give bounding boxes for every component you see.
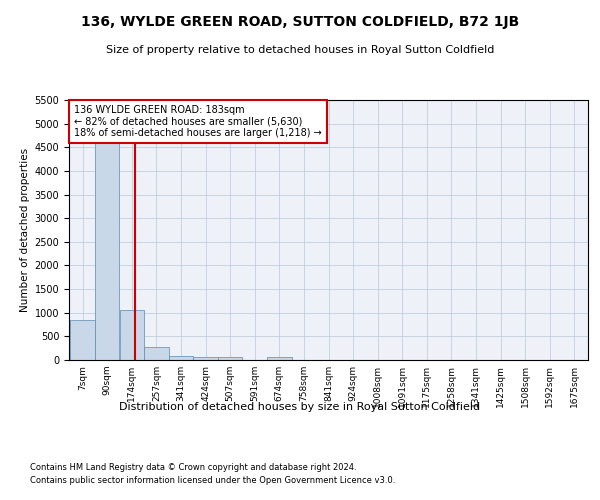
Bar <box>144 347 169 360</box>
Text: Contains HM Land Registry data © Crown copyright and database right 2024.: Contains HM Land Registry data © Crown c… <box>30 462 356 471</box>
Bar <box>169 356 193 360</box>
Text: Contains public sector information licensed under the Open Government Licence v3: Contains public sector information licen… <box>30 476 395 485</box>
Bar <box>70 320 95 360</box>
Text: Size of property relative to detached houses in Royal Sutton Coldfield: Size of property relative to detached ho… <box>106 45 494 55</box>
Bar <box>119 310 144 360</box>
Text: 136, WYLDE GREEN ROAD, SUTTON COLDFIELD, B72 1JB: 136, WYLDE GREEN ROAD, SUTTON COLDFIELD,… <box>81 15 519 29</box>
Text: Distribution of detached houses by size in Royal Sutton Coldfield: Distribution of detached houses by size … <box>119 402 481 412</box>
Bar <box>267 358 292 360</box>
Bar <box>218 358 242 360</box>
Bar <box>193 357 218 360</box>
Y-axis label: Number of detached properties: Number of detached properties <box>20 148 31 312</box>
Text: 136 WYLDE GREEN ROAD: 183sqm
← 82% of detached houses are smaller (5,630)
18% of: 136 WYLDE GREEN ROAD: 183sqm ← 82% of de… <box>74 105 322 138</box>
Bar <box>95 142 119 360</box>
